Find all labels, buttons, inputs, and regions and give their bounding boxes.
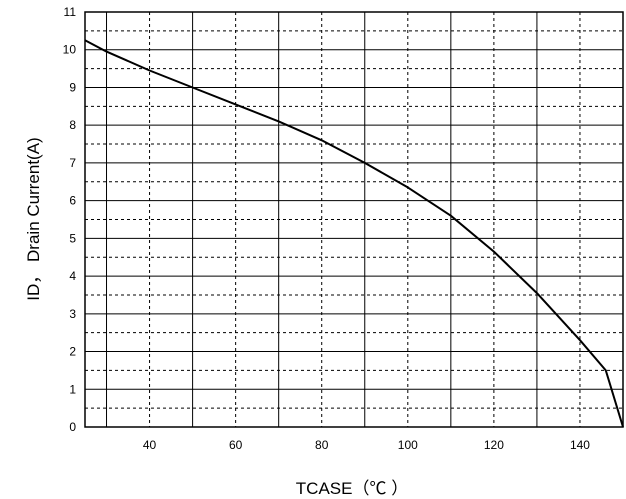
- y-tick-label: 5: [69, 231, 76, 245]
- y-tick-labels: 0 1 2 3 4 5 6 7 8 9 10 11: [63, 5, 77, 434]
- y-tick-label: 4: [69, 269, 76, 283]
- y-tick-label: 3: [69, 307, 76, 321]
- y-tick-label: 11: [64, 5, 77, 19]
- y-tick-label: 9: [69, 80, 76, 94]
- y-tick-label: 6: [69, 194, 76, 208]
- x-axis-title: TCASE（℃ ）: [296, 479, 408, 498]
- y-tick-label: 2: [69, 345, 76, 359]
- x-tick-label: 140: [570, 438, 590, 452]
- x-tick-label: 120: [484, 438, 504, 452]
- plot-frame: [84, 11, 624, 428]
- y-tick-label: 8: [69, 118, 76, 132]
- x-tick-label: 80: [315, 438, 329, 452]
- series-line: [84, 39, 624, 428]
- x-tick-labels: 40 60 80 100 120 140: [143, 438, 590, 452]
- x-tick-label: 100: [398, 438, 418, 452]
- major-grid: [85, 12, 624, 427]
- y-tick-label: 1: [69, 382, 76, 396]
- x-tick-label: 60: [229, 438, 243, 452]
- y-tick-label: 7: [69, 156, 76, 170]
- y-tick-label: 10: [63, 43, 77, 57]
- y-tick-label: 0: [69, 420, 76, 434]
- series-group: [84, 39, 624, 428]
- x-tick-label: 40: [143, 438, 157, 452]
- y-axis-title: ID， Drain Current(A): [24, 137, 43, 300]
